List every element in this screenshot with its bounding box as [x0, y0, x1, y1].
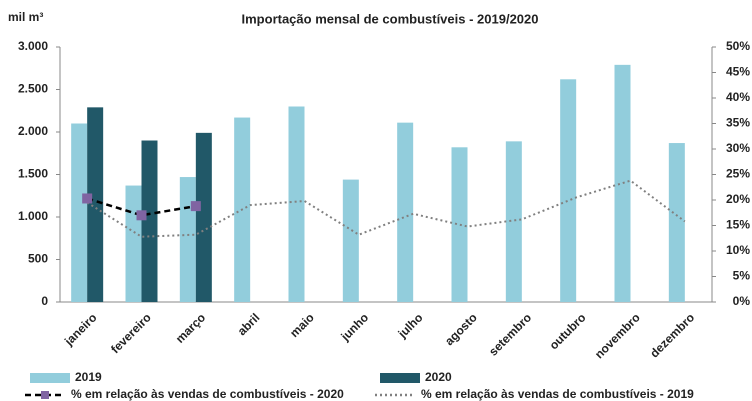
- chart-title: Importação mensal de combustíveis - 2019…: [242, 11, 539, 26]
- bar: [125, 185, 142, 302]
- y2-tick-label: 20%: [726, 192, 750, 206]
- y-tick-label: 2.000: [18, 124, 48, 138]
- legend-marker: [41, 391, 49, 399]
- y-axis-label: mil m³: [8, 10, 43, 24]
- x-tick-label: setembro: [486, 310, 534, 358]
- y-tick-label: 3.000: [18, 39, 48, 53]
- x-tick-label: maio: [287, 310, 317, 340]
- bar: [141, 140, 158, 302]
- legend-label: % em relação às vendas de combustíveis -…: [421, 387, 694, 401]
- x-tick-label: fevereiro: [108, 310, 154, 356]
- bar: [179, 177, 196, 302]
- x-tick-label: abril: [235, 310, 263, 338]
- bar: [505, 141, 522, 302]
- legend-swatch: [30, 373, 70, 383]
- y2-tick-label: 40%: [726, 90, 750, 104]
- y2-tick-label: 25%: [726, 167, 750, 181]
- x-tick-label: janeiro: [61, 310, 99, 348]
- bar: [397, 122, 414, 303]
- y-tick-label: 0: [41, 294, 48, 308]
- y-tick-label: 2.500: [18, 82, 48, 96]
- line: [86, 197, 197, 217]
- y2-tick-label: 0%: [733, 294, 751, 308]
- bar: [87, 107, 104, 302]
- y2-tick-label: 5%: [733, 269, 751, 283]
- bar: [288, 106, 305, 302]
- x-tick-label: julho: [395, 310, 426, 341]
- y2-tick-label: 10%: [726, 243, 750, 257]
- y-tick-label: 500: [28, 252, 48, 266]
- x-tick-label: março: [173, 310, 208, 345]
- y2-tick-label: 45%: [726, 65, 750, 79]
- x-tick-label: dezembro: [647, 310, 697, 360]
- y2-tick-label: 30%: [726, 141, 750, 155]
- legend-label: 2020: [425, 370, 452, 384]
- legend-swatch: [380, 373, 420, 383]
- legend-label: 2019: [75, 370, 102, 384]
- bar: [668, 143, 685, 302]
- bar: [342, 179, 359, 302]
- bar: [560, 79, 577, 302]
- y-tick-label: 1.500: [18, 167, 48, 181]
- x-tick-label: junho: [337, 310, 371, 344]
- x-tick-label: outubro: [547, 310, 589, 352]
- bar: [614, 64, 631, 302]
- legend-label: % em relação às vendas de combustíveis -…: [71, 387, 344, 401]
- x-tick-label: agosto: [442, 310, 480, 348]
- marker: [190, 201, 201, 212]
- bar: [451, 147, 468, 302]
- x-tick-label: novembro: [592, 310, 643, 361]
- y2-tick-label: 35%: [726, 116, 750, 130]
- line: [86, 179, 686, 238]
- y2-tick-label: 50%: [726, 39, 750, 53]
- y2-tick-label: 15%: [726, 218, 750, 232]
- bar: [71, 123, 88, 302]
- marker: [136, 210, 147, 221]
- marker: [82, 193, 93, 204]
- y-tick-label: 1.000: [18, 209, 48, 223]
- bar: [195, 132, 212, 302]
